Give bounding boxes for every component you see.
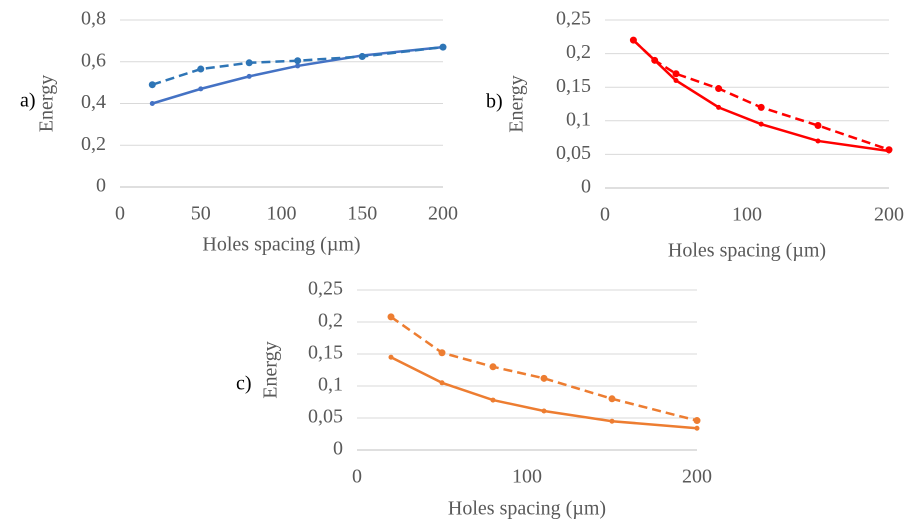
data-point: [629, 36, 637, 44]
y-tick-label: 0,2: [318, 310, 343, 332]
data-point: [358, 53, 366, 61]
data-point: [885, 146, 893, 154]
x-tick-label: 100: [512, 466, 542, 488]
data-point: [673, 77, 679, 83]
y-tick-label: 0,15: [308, 342, 343, 364]
x-axis-label: Holes spacing (µm): [202, 234, 360, 256]
y-tick-label: 0,25: [308, 278, 343, 300]
data-point: [198, 86, 204, 92]
data-point: [758, 121, 764, 127]
data-point: [540, 374, 548, 382]
data-point: [438, 349, 446, 357]
series-line: [151, 45, 444, 105]
y-axis-label: Energy: [260, 341, 282, 398]
y-tick-label: 0,6: [81, 49, 106, 71]
y-tick-label: 0,2: [81, 133, 106, 155]
y-tick-label: 0,05: [556, 142, 591, 164]
x-tick-label: 200: [874, 204, 904, 226]
data-point: [295, 63, 301, 69]
data-point: [294, 57, 302, 65]
series-line: [632, 39, 890, 153]
y-tick-label: 0,8: [81, 8, 106, 30]
series-line: [390, 356, 698, 430]
data-point: [149, 101, 155, 106]
data-point: [672, 70, 680, 78]
series-line: [632, 39, 890, 151]
y-tick-label: 0,1: [318, 374, 343, 396]
data-point: [757, 103, 765, 111]
y-tick-label: 0,25: [556, 8, 591, 30]
y-tick-label: 0,1: [566, 108, 591, 130]
data-point: [815, 138, 821, 144]
x-tick-label: 100: [732, 204, 762, 226]
panel-label: a): [20, 90, 36, 112]
data-point: [197, 65, 205, 73]
y-tick-label: 0,2: [566, 41, 591, 63]
y-tick-label: 0: [333, 438, 343, 460]
y-tick-label: 0: [96, 175, 106, 197]
data-point: [245, 59, 253, 67]
x-tick-label: 100: [267, 203, 297, 225]
x-tick-label: 0: [352, 466, 362, 488]
data-point: [387, 313, 395, 321]
y-tick-label: 0,15: [556, 75, 591, 97]
y-axis-label: Energy: [36, 75, 58, 132]
data-point: [439, 43, 447, 51]
panel-label: c): [236, 373, 252, 395]
data-point: [148, 81, 156, 89]
y-tick-label: 0,4: [81, 91, 106, 113]
y-tick-label: 0,05: [308, 406, 343, 428]
y-axis-label: Energy: [506, 75, 528, 132]
x-axis-label: Holes spacing (µm): [668, 240, 826, 262]
data-point: [388, 354, 394, 360]
data-point: [694, 425, 700, 431]
data-point: [439, 380, 445, 386]
data-point: [651, 56, 659, 64]
data-point: [489, 363, 497, 371]
data-point: [490, 397, 496, 403]
data-point: [716, 104, 722, 110]
x-axis-label: Holes spacing (µm): [448, 498, 606, 520]
series-line: [151, 45, 444, 86]
data-point: [814, 122, 822, 130]
data-point: [693, 417, 701, 425]
data-point: [608, 395, 616, 403]
data-point: [246, 73, 252, 79]
data-point: [609, 418, 615, 424]
x-tick-label: 200: [428, 203, 458, 225]
panel-label: b): [486, 91, 503, 113]
series-line: [390, 315, 698, 422]
y-tick-label: 0: [581, 176, 591, 198]
data-point: [715, 85, 723, 93]
x-tick-label: 200: [682, 466, 712, 488]
x-tick-label: 150: [347, 203, 377, 225]
data-point: [541, 408, 547, 414]
x-tick-label: 0: [600, 204, 610, 226]
x-tick-label: 50: [191, 203, 211, 225]
x-tick-label: 0: [115, 203, 125, 225]
